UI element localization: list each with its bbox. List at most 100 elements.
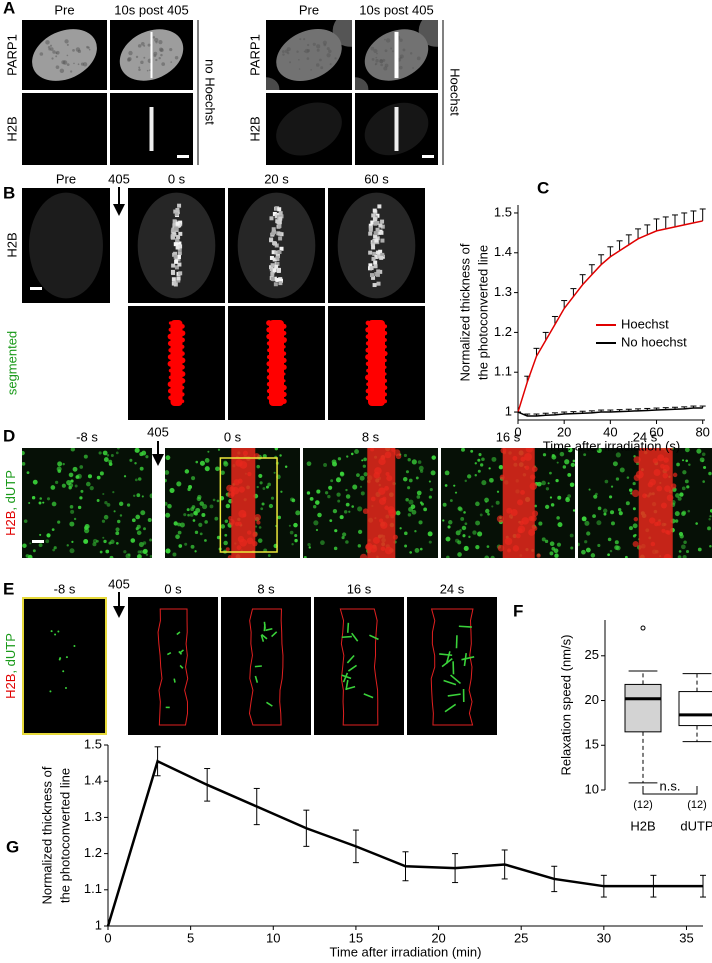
image-background (314, 597, 404, 735)
dutp-focus (198, 522, 203, 527)
dutp-track (179, 664, 184, 669)
bleached-chromatin (370, 220, 375, 225)
dutp-focus (686, 485, 690, 489)
dutp-focus (615, 452, 621, 458)
dutp-focus (681, 486, 686, 491)
speckle (296, 50, 299, 53)
dutp-focus (115, 531, 120, 536)
dutp-focus (56, 466, 62, 472)
micrograph (578, 448, 712, 558)
dutp-focus (134, 478, 138, 482)
photoconverted-edge (374, 467, 382, 475)
photoconverted-edge (227, 555, 233, 558)
y-tick-label: 1.1 (494, 364, 512, 379)
dutp-focus (138, 542, 144, 548)
dutp-focus (475, 501, 480, 507)
bleached-chromatin (270, 263, 275, 268)
dutp-focus (51, 528, 55, 532)
dutp-focus (572, 459, 575, 463)
dutp-focus (256, 485, 259, 489)
bleached-chromatin (380, 224, 385, 229)
dutp-track (166, 651, 172, 656)
bleached-chromatin (178, 244, 183, 249)
photoconverted-edge (532, 525, 538, 531)
dutp-focus (403, 453, 407, 458)
dutp-focus (444, 484, 448, 487)
photoconverted-edge (666, 494, 674, 502)
dutp-focus (57, 461, 63, 467)
x-tick-label: dUTP (680, 818, 712, 833)
dutp-focus (102, 536, 105, 539)
photoconverted-edge (496, 515, 504, 523)
speckle (373, 48, 378, 54)
bleached-chromatin (172, 232, 177, 237)
dutp-focus (448, 520, 453, 525)
dutp-focus (361, 459, 364, 462)
dutp-focus (687, 509, 691, 513)
dutp-focus (323, 463, 328, 467)
dutp-focus (342, 532, 347, 537)
photoconverted-edge (510, 508, 518, 517)
segmented-edge (266, 333, 272, 340)
dutp-focus (317, 512, 322, 518)
dutp-focus (489, 477, 494, 483)
bleached-chromatin (176, 234, 181, 239)
dutp-focus (183, 513, 187, 517)
dutp-focus (135, 527, 139, 531)
segmented-edge (179, 330, 186, 337)
dutp-track (265, 627, 273, 632)
dutp-focus (196, 496, 202, 502)
dutp-focus (684, 479, 689, 484)
significance-bracket (642, 786, 698, 795)
dutp-focus (618, 511, 623, 516)
dutp-focus (359, 475, 365, 481)
photoconverted-edge (252, 540, 258, 547)
dutp-focus (134, 462, 137, 465)
column-label: 16 s (496, 429, 521, 444)
speckle (73, 62, 75, 65)
dutp-focus (404, 531, 408, 536)
dutp-focus (313, 520, 319, 526)
photoconverted-edge (660, 463, 665, 469)
dutp-focus (550, 503, 555, 507)
dutp-focus (207, 450, 210, 453)
dutp-track (342, 672, 349, 683)
dutp-focus (414, 530, 417, 533)
bleached-chromatin (375, 250, 380, 255)
bleached-chromatin (375, 227, 380, 232)
y-tick-label: 1.5 (84, 736, 102, 751)
dutp-focus (423, 507, 428, 512)
x-tick-label: H2B (630, 818, 655, 833)
bleached-chromatin (376, 269, 381, 274)
segmented-edge (167, 381, 174, 388)
micrograph (165, 448, 300, 558)
speckle (148, 69, 151, 72)
dutp-track (173, 678, 176, 683)
dutp-focus (341, 536, 345, 540)
dutp-focus (457, 552, 462, 557)
box (678, 691, 712, 727)
dutp-focus (572, 509, 575, 512)
dutp-focus (472, 530, 477, 535)
photoconverted-edge (247, 471, 252, 477)
dutp-focus (541, 480, 546, 486)
y-tick-label: 1.4 (84, 773, 102, 788)
dutp-focus (541, 537, 546, 542)
segmented-edge (267, 395, 271, 400)
dutp-focus (565, 497, 571, 503)
speckle (329, 63, 332, 66)
photoconverted-edge (228, 519, 235, 525)
bleached-chromatin (272, 257, 277, 262)
segmented-edge (168, 348, 173, 353)
dutp-track (363, 693, 374, 699)
dutp-focus (404, 544, 408, 548)
x-tick-label: 5 (187, 930, 194, 945)
dutp-focus (79, 465, 84, 469)
speckle (375, 56, 378, 59)
photoconverted-edge (388, 508, 397, 517)
x-tick-label: 80 (695, 424, 709, 439)
dutp-focus (293, 522, 298, 528)
dutp-track (73, 645, 76, 648)
dutp-focus (110, 454, 114, 458)
column-label: Pre (299, 2, 319, 17)
